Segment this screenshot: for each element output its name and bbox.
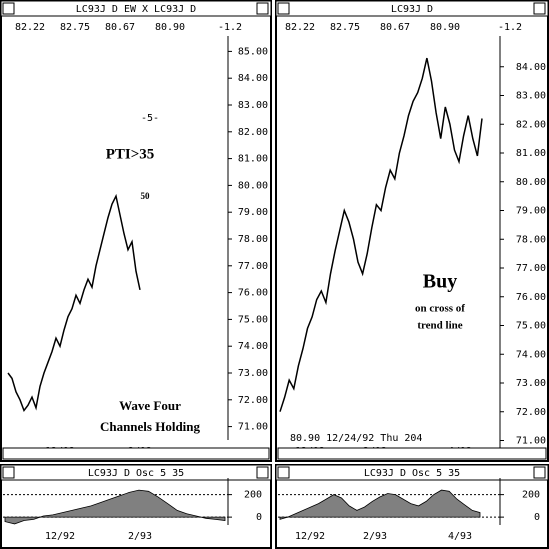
y-tick-label: 81.00 bbox=[238, 154, 268, 165]
y-tick-label: 80.00 bbox=[516, 177, 546, 188]
y-tick-label: 200 bbox=[244, 490, 262, 501]
y-tick-label: 85.00 bbox=[238, 46, 268, 57]
y-tick-label: 72.00 bbox=[516, 407, 546, 418]
annotation: Channels Holding bbox=[100, 419, 201, 434]
y-tick-label: 76.00 bbox=[238, 288, 268, 299]
window bbox=[0, 0, 272, 462]
title-bar bbox=[275, 0, 549, 17]
y-tick-label: 83.00 bbox=[238, 100, 268, 111]
y-tick-label: 72.00 bbox=[238, 395, 268, 406]
y-tick-label: 76.00 bbox=[516, 292, 546, 303]
status-line: 80.90 12/24/92 Thu 204 bbox=[290, 433, 422, 444]
y-tick-label: 73.00 bbox=[238, 368, 268, 379]
y-tick-label: 83.00 bbox=[516, 91, 546, 102]
y-tick-label: 82.00 bbox=[516, 119, 546, 130]
annotation: Wave Four bbox=[119, 398, 181, 413]
annotation: -5- bbox=[141, 113, 159, 124]
window-title: LC93J D Osc 5 35 bbox=[88, 468, 184, 479]
y-tick-label: 0 bbox=[256, 512, 262, 523]
header-value: -1.2 bbox=[498, 22, 522, 33]
y-tick-label: 74.00 bbox=[238, 341, 268, 352]
window bbox=[275, 0, 549, 462]
maximize-button[interactable] bbox=[533, 466, 546, 479]
y-tick-label: 75.00 bbox=[238, 314, 268, 325]
maximize-button[interactable] bbox=[533, 2, 546, 15]
y-tick-label: 80.00 bbox=[238, 180, 268, 191]
x-tick-label: 12/92 bbox=[295, 531, 325, 542]
y-tick-label: 74.00 bbox=[516, 349, 546, 360]
title-bar bbox=[0, 464, 272, 481]
header-value: 82.22 bbox=[285, 22, 315, 33]
y-tick-label: 0 bbox=[534, 512, 540, 523]
title-bar bbox=[0, 0, 272, 17]
header-value: 82.75 bbox=[330, 22, 360, 33]
maximize-button[interactable] bbox=[256, 466, 269, 479]
price-line bbox=[279, 57, 483, 412]
y-tick-label: 71.00 bbox=[516, 436, 546, 447]
menu-button[interactable] bbox=[277, 466, 290, 479]
y-tick-label: 84.00 bbox=[238, 73, 268, 84]
maximize-button[interactable] bbox=[256, 2, 269, 15]
header-value: -1.2 bbox=[218, 22, 242, 33]
x-tick-label: 4/93 bbox=[448, 531, 472, 542]
window-title: LC93J D Osc 5 35 bbox=[364, 468, 460, 479]
y-tick-label: 84.00 bbox=[516, 62, 546, 73]
y-tick-label: 77.00 bbox=[516, 263, 546, 274]
y-tick-label: 78.00 bbox=[516, 234, 546, 245]
y-tick-label: 77.00 bbox=[238, 261, 268, 272]
x-tick-label: 2/93 bbox=[363, 531, 387, 542]
annotation: PTI>35 bbox=[106, 146, 155, 162]
y-tick-label: 73.00 bbox=[516, 378, 546, 389]
y-tick-label: 75.00 bbox=[516, 321, 546, 332]
header-value: 80.90 bbox=[430, 22, 460, 33]
y-tick-label: 71.00 bbox=[238, 422, 268, 433]
header-value: 80.67 bbox=[380, 22, 410, 33]
y-tick-label: 78.00 bbox=[238, 234, 268, 245]
y-tick-label: 82.00 bbox=[238, 127, 268, 138]
scroll-bar[interactable] bbox=[2, 447, 270, 460]
menu-button[interactable] bbox=[277, 2, 290, 15]
scroll-bar[interactable] bbox=[277, 447, 547, 460]
title-bar bbox=[275, 464, 549, 481]
annotation: trend line bbox=[417, 320, 462, 332]
oscillator-area bbox=[4, 489, 226, 525]
x-tick-label: 2/93 bbox=[128, 531, 152, 542]
y-tick-label: 79.00 bbox=[238, 207, 268, 218]
annotation: 50 bbox=[141, 191, 151, 201]
window-title: LC93J D bbox=[391, 4, 433, 15]
price-line bbox=[7, 193, 141, 413]
window-title: LC93J D EW X LC93J D bbox=[76, 4, 196, 15]
x-tick-label: 12/92 bbox=[45, 531, 75, 542]
y-tick-label: 79.00 bbox=[516, 206, 546, 217]
annotation: Buy bbox=[423, 271, 457, 293]
annotation: on cross of bbox=[415, 303, 465, 315]
header-value: 82.22 bbox=[15, 22, 45, 33]
y-tick-label: 81.00 bbox=[516, 148, 546, 159]
menu-button[interactable] bbox=[2, 466, 15, 479]
header-value: 80.67 bbox=[105, 22, 135, 33]
oscillator-area bbox=[279, 489, 481, 520]
header-value: 80.90 bbox=[155, 22, 185, 33]
menu-button[interactable] bbox=[2, 2, 15, 15]
header-value: 82.75 bbox=[60, 22, 90, 33]
y-tick-label: 200 bbox=[522, 490, 540, 501]
